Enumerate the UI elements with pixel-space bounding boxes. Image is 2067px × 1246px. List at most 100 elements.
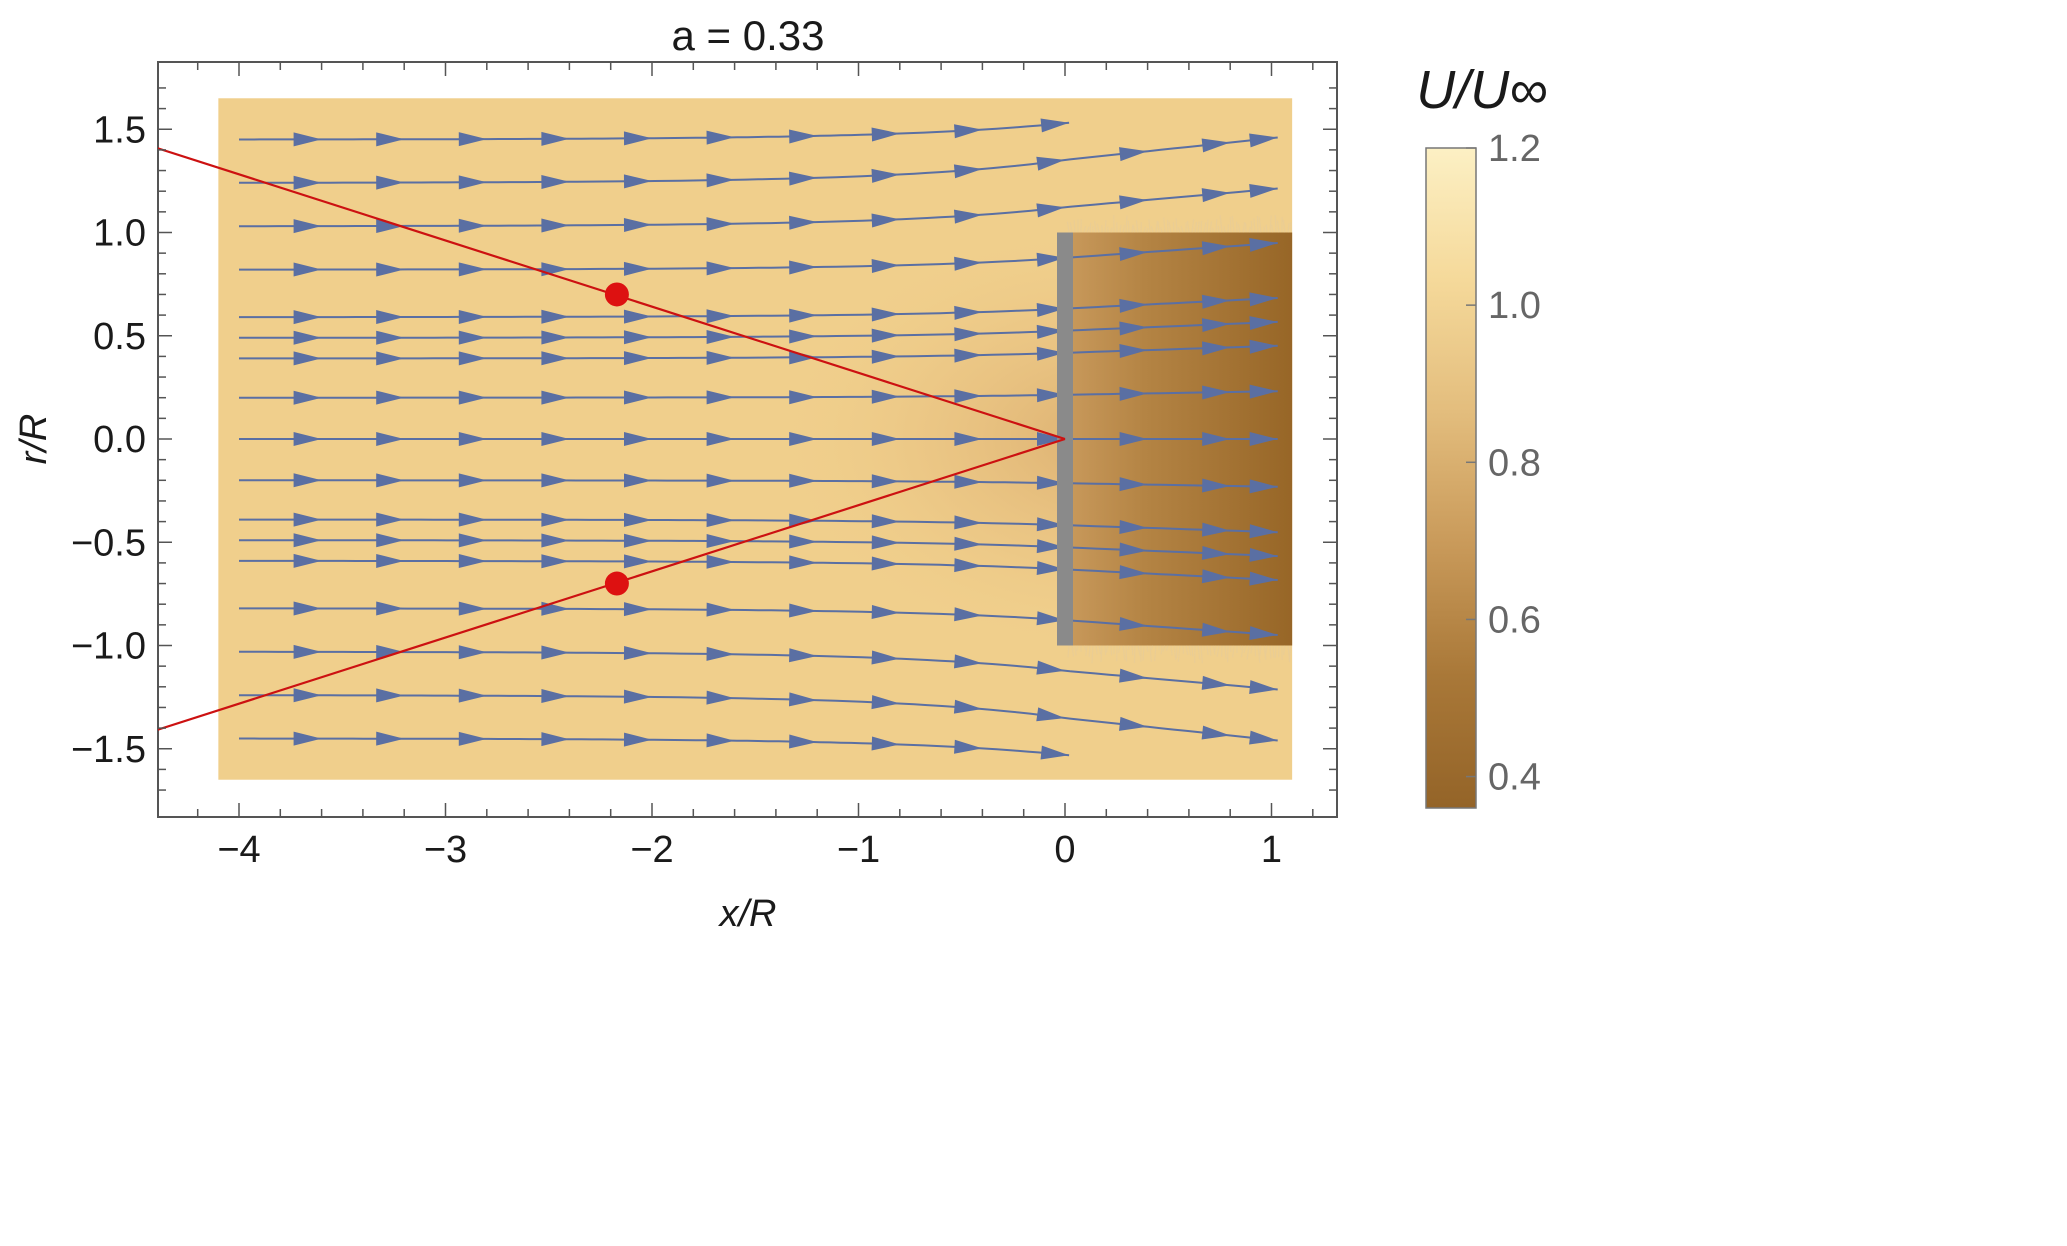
- streamline: [239, 650, 1278, 691]
- streamline-arrow: [1201, 725, 1231, 740]
- streamline-arrow: [623, 732, 652, 747]
- streamline-arrow: [458, 132, 487, 147]
- streamline-arrow: [376, 432, 405, 446]
- streamline-arrow: [1249, 133, 1278, 148]
- streamline-arrow: [376, 553, 405, 568]
- streamline: [239, 518, 1278, 534]
- streamline-arrow: [1119, 147, 1148, 162]
- streamline-arrow: [1201, 138, 1231, 153]
- streamline-arrow: [871, 604, 900, 619]
- streamline: [239, 539, 1278, 558]
- streamline-arrow: [376, 644, 405, 659]
- streamline-arrow: [376, 310, 405, 325]
- colorbar-tick-label: 0.4: [1488, 757, 1541, 799]
- streamline-arrow: [1201, 294, 1231, 309]
- streamline-arrow: [293, 351, 322, 366]
- streamline-arrow: [293, 512, 322, 527]
- streamline-arrow: [1249, 547, 1278, 562]
- streamline-arrow: [789, 432, 818, 446]
- streamline-arrow: [1119, 542, 1148, 557]
- streamline-arrow: [789, 260, 818, 275]
- streamline-arrow: [1037, 432, 1065, 446]
- streamline-arrow: [788, 692, 818, 707]
- streamline-arrow: [789, 308, 818, 323]
- streamline-arrow: [293, 601, 322, 616]
- streamline-arrow: [706, 602, 735, 617]
- colorbar-tick-label: 0.6: [1488, 599, 1541, 641]
- streamline-arrow: [706, 390, 735, 405]
- streamline-arrow: [954, 739, 983, 754]
- streamline-arrow: [623, 602, 652, 617]
- streamline-arrow: [1249, 292, 1278, 307]
- streamline-arrow: [623, 689, 652, 704]
- streamline-arrow: [293, 132, 322, 147]
- streamline-arrow: [871, 168, 900, 183]
- y-tick-label: 0.0: [93, 419, 146, 461]
- streamline-arrow: [623, 330, 652, 345]
- streamline-arrow: [458, 473, 487, 488]
- streamline-arrow: [293, 533, 322, 548]
- streamline-arrow: [1040, 118, 1070, 133]
- streamline-arrow: [706, 261, 735, 276]
- streamline-arrow: [1036, 303, 1065, 318]
- streamline-arrow: [871, 259, 900, 274]
- streamline-arrow: [376, 473, 405, 488]
- streamline: [239, 559, 1278, 581]
- streamline-arrow: [458, 688, 487, 703]
- streamline-arrow: [541, 689, 570, 704]
- streamline-arrow: [376, 688, 405, 703]
- streamline-arrow: [706, 432, 735, 446]
- streamline-arrow: [1119, 716, 1148, 731]
- sample-points: [604, 282, 629, 596]
- streamline: [239, 607, 1278, 636]
- streamline: [239, 242, 1278, 271]
- streamline-arrow: [1201, 241, 1231, 256]
- streamline-arrow: [871, 650, 900, 665]
- streamline-arrow: [789, 329, 818, 344]
- streamline-arrow: [624, 432, 652, 446]
- streamline-arrow: [788, 171, 818, 186]
- streamline-arrow: [706, 173, 735, 188]
- streamline-arrow: [1036, 539, 1065, 554]
- streamline-arrow: [376, 219, 405, 234]
- streamline-arrow: [871, 514, 900, 529]
- streamline-arrow: [1202, 478, 1231, 493]
- streamline-arrow: [954, 124, 983, 139]
- streamline-arrow: [954, 536, 983, 551]
- y-tick-label: 1.5: [93, 109, 146, 151]
- streamline-arrow: [376, 330, 405, 345]
- streamline-arrow: [1036, 203, 1065, 218]
- streamline-arrow: [871, 328, 900, 343]
- sample-point: [604, 571, 629, 596]
- streamline-arrow: [458, 218, 487, 233]
- streamline-arrow: [1036, 346, 1065, 361]
- streamline-arrow: [623, 131, 652, 146]
- streamline-arrow: [789, 390, 818, 405]
- streamline-arrow: [458, 645, 487, 660]
- streamline-arrow: [623, 351, 652, 366]
- streamline-arrow: [293, 262, 322, 277]
- streamline-arrow: [1119, 386, 1148, 401]
- streamline-arrow: [1036, 707, 1065, 722]
- streamline-arrow: [789, 473, 818, 488]
- streamline-arrow: [623, 473, 652, 488]
- x-tick-label: −2: [630, 829, 673, 871]
- streamline-arrow: [293, 731, 322, 746]
- streamline-arrow: [871, 213, 900, 228]
- streamline-arrow: [1119, 432, 1148, 446]
- streamline-arrow: [789, 603, 818, 618]
- streamlines: [239, 118, 1278, 760]
- y-tick-label: −1.0: [71, 626, 146, 668]
- streamline-arrow: [1036, 660, 1065, 675]
- streamline-arrow: [953, 209, 983, 224]
- streamline-arrow: [293, 175, 322, 190]
- streamline-arrow: [706, 217, 735, 232]
- colorbar-ticks: 1.2 1.0 0.8 0.6 0.4: [1466, 128, 1541, 799]
- streamline-arrow: [1040, 745, 1070, 760]
- streamline-arrow: [541, 645, 570, 660]
- streamline-arrow: [706, 646, 735, 661]
- streamline-arrow: [623, 217, 652, 232]
- streamline-arrow: [1201, 188, 1231, 203]
- streamline-arrow: [1036, 324, 1065, 339]
- streamline-arrow: [871, 389, 900, 404]
